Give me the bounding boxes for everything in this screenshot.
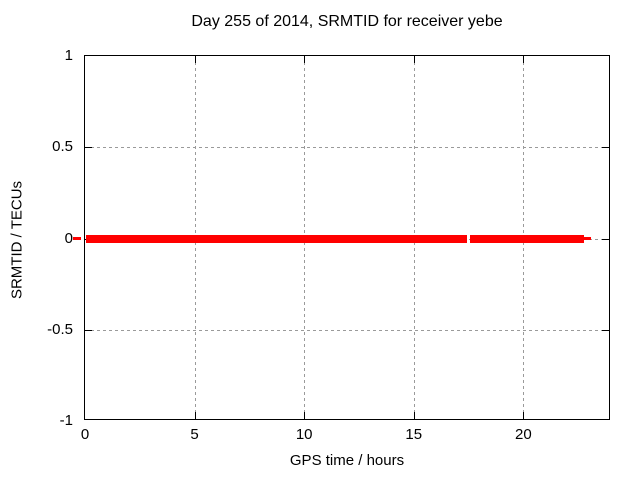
data-series-thin-mark xyxy=(72,237,81,240)
y-tick-mark xyxy=(602,329,609,331)
y-tick-label: -1 xyxy=(59,412,73,429)
x-tick-mark xyxy=(304,412,306,419)
x-tick-mark xyxy=(413,412,415,419)
x-axis-label: GPS time / hours xyxy=(289,452,405,469)
x-tick-label: 5 xyxy=(190,426,199,443)
x-tick-mark xyxy=(523,412,525,419)
y-tick-mark xyxy=(85,329,92,331)
data-series-segment xyxy=(86,234,468,243)
x-tick-label: 0 xyxy=(80,426,90,443)
x-tick-label: 20 xyxy=(514,426,532,443)
x-tick-label: 15 xyxy=(405,426,423,443)
y-tick-label: 0.5 xyxy=(52,138,73,156)
y-gridline xyxy=(85,329,609,331)
plot-area: 0 5 10 15 20 1 0.5 0 -0.5 -1 xyxy=(47,48,610,443)
y-tick-label: 1 xyxy=(64,47,73,64)
y-gridline xyxy=(85,147,609,149)
x-tick-mark xyxy=(304,56,306,63)
x-tick-mark xyxy=(194,412,196,419)
x-tick-mark xyxy=(194,56,196,63)
data-series-thin-mark xyxy=(584,237,591,240)
x-tick-mark xyxy=(413,56,415,63)
y-tick-label: -0.5 xyxy=(47,320,73,338)
x-tick-mark xyxy=(523,56,525,63)
y-tick-label: 0 xyxy=(64,229,73,247)
y-tick-mark xyxy=(602,238,609,240)
y-tick-mark xyxy=(602,147,609,149)
y-tick-mark xyxy=(85,147,92,149)
data-series-segment xyxy=(469,234,585,243)
x-tick-label: 10 xyxy=(295,426,313,443)
y-axis-label: SRMTID / TECUs xyxy=(8,180,26,300)
chart-title: Day 255 of 2014, SRMTID for receiver yeb… xyxy=(191,13,503,30)
